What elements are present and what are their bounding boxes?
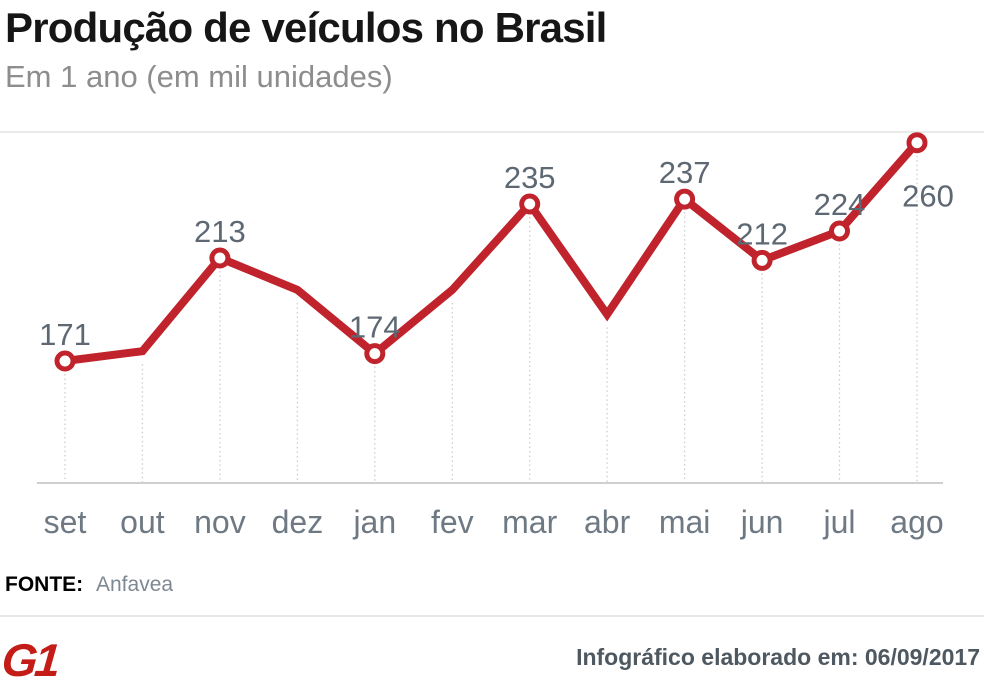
x-axis-label: set — [44, 504, 87, 540]
source-row: FONTE: Anfavea — [5, 573, 173, 597]
x-axis-label: dez — [272, 504, 324, 540]
x-axis-label: jan — [352, 504, 396, 540]
data-point-marker — [209, 247, 231, 269]
data-label: 260 — [902, 179, 954, 214]
x-axis-label: jun — [740, 504, 784, 540]
data-label: 235 — [504, 160, 556, 195]
g1-logo: G1 — [0, 634, 60, 683]
data-point-marker — [674, 188, 696, 210]
x-axis-label: out — [120, 504, 165, 540]
data-point-marker — [751, 249, 773, 271]
data-label: 213 — [194, 214, 246, 249]
x-axis-label: mai — [659, 504, 711, 540]
x-axis-label: fev — [431, 504, 474, 540]
data-label: 224 — [814, 187, 866, 222]
data-point-marker — [829, 220, 850, 242]
chart-title: Produção de veículos no Brasil — [5, 4, 607, 51]
x-axis-label: mar — [502, 504, 557, 540]
footer-divider — [0, 615, 984, 617]
data-point-marker — [364, 343, 386, 365]
data-label: 212 — [736, 216, 788, 251]
x-axis-label: jul — [822, 504, 855, 540]
source-value: Anfavea — [96, 573, 174, 596]
data-point-marker — [519, 193, 541, 215]
x-axis-label: nov — [194, 504, 246, 540]
chart-subtitle: Em 1 ano (em mil unidades) — [5, 59, 393, 94]
data-point-marker — [906, 132, 928, 154]
chart-svg: 171 set out 213 nov dez 174 jan fev 235 mar abr 237 m… — [0, 131, 984, 540]
x-axis-label: abr — [584, 504, 631, 540]
data-label: 237 — [659, 155, 711, 190]
chart-line — [64, 140, 921, 365]
credit-text: Infográfico elaborado em: 06/09/2017 — [576, 644, 980, 670]
data-point-marker — [54, 350, 76, 372]
x-axis-label: ago — [890, 504, 943, 540]
source-label: FONTE: — [5, 573, 84, 596]
data-label: 174 — [349, 310, 401, 345]
data-label: 171 — [39, 317, 91, 352]
